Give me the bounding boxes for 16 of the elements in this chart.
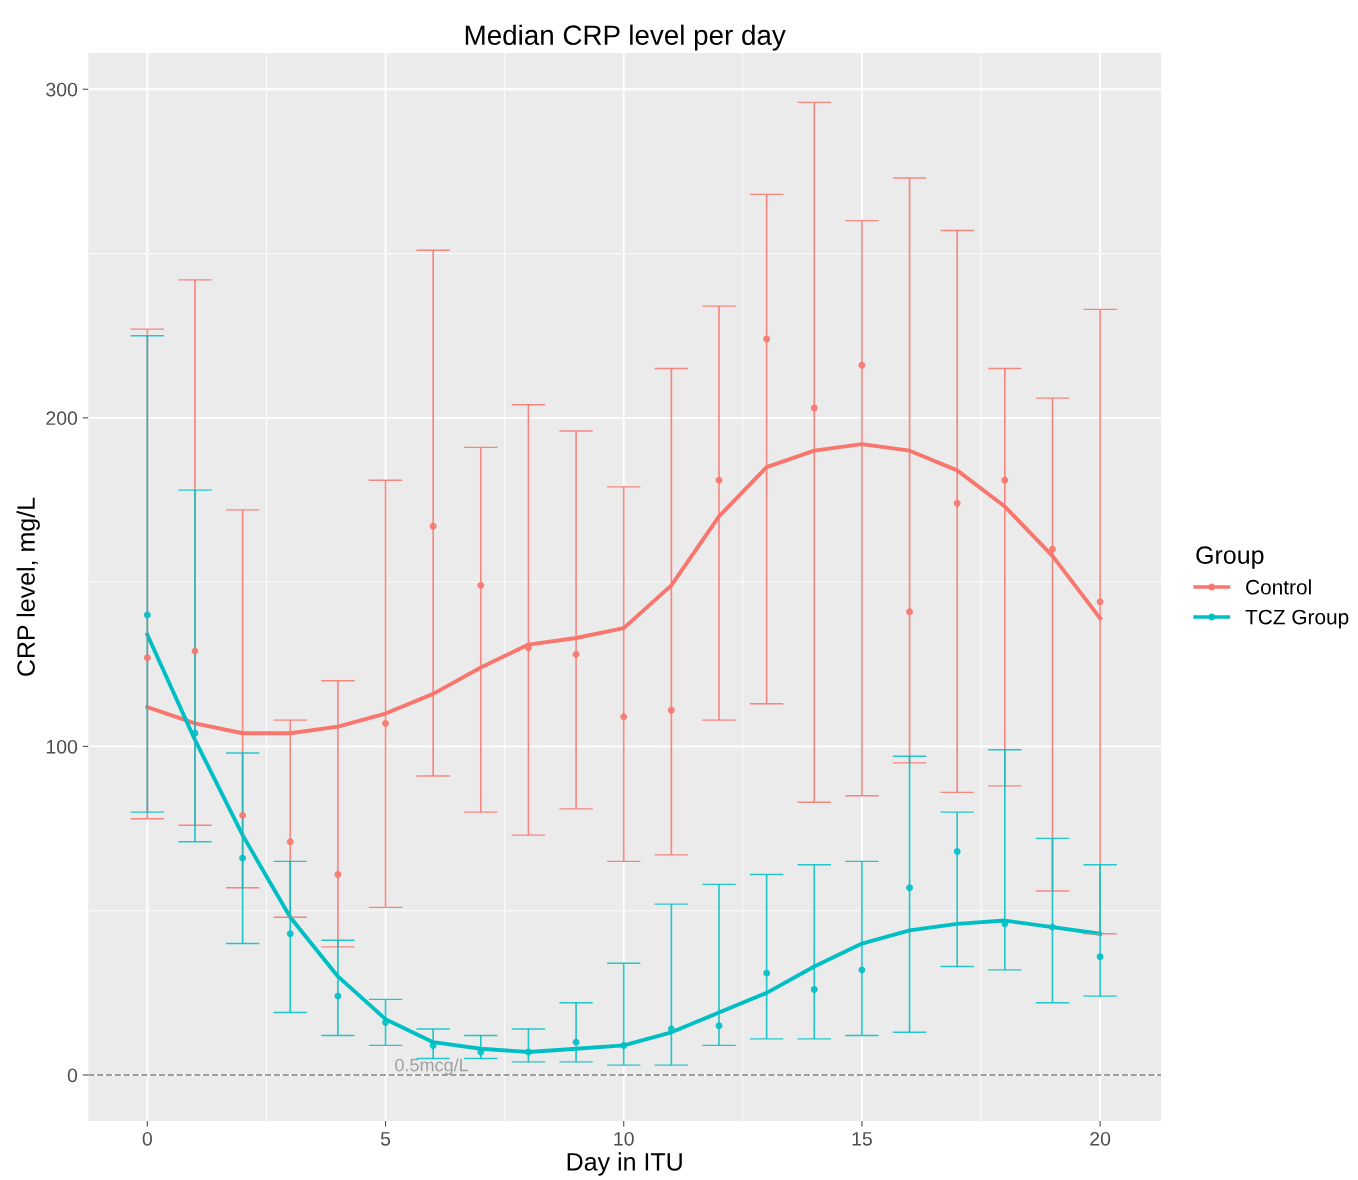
y-tick-label: 0 [67,1068,78,1083]
y-tick-label: 100 [46,739,78,754]
x-tick-label: 5 [380,1132,391,1146]
legend-label: TCZ Group [1245,609,1349,629]
x-tick-label: 0 [142,1131,152,1146]
y-tick-label: 300 [46,82,78,97]
x-tick-label: 15 [852,1132,872,1146]
y-axis-title: CRP level, mg/L [16,497,40,676]
x-tick-label: 20 [1090,1131,1111,1146]
legend-title: Group [1196,546,1264,569]
x-axis-title: Day in ITU [567,1152,682,1176]
x-tick-label: 10 [614,1131,634,1146]
chart-title: Median CRP level per day [465,24,786,51]
ref-line-label: 0.5mcg/L [395,1058,469,1075]
legend-label: Control [1246,579,1311,595]
y-tick-label: 200 [46,411,78,426]
